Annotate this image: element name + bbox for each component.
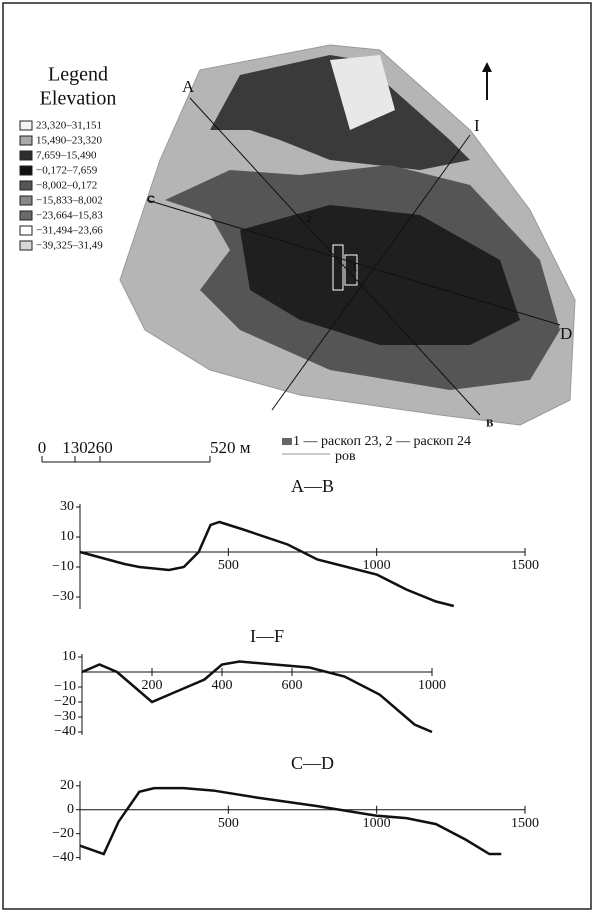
x-tick-label: 400	[212, 678, 233, 693]
legend-swatch	[20, 181, 32, 190]
scale-label: 260	[87, 438, 113, 457]
x-tick-label: 200	[142, 678, 163, 693]
chart-title: I—F	[250, 626, 284, 646]
legend-label: −39,325–31,49	[36, 240, 103, 252]
map-note: 1 — раскоп 23, 2 — раскоп 24	[293, 434, 471, 449]
chart-title: A—B	[291, 476, 334, 496]
y-tick-label: −20	[54, 694, 76, 709]
y-tick-label: −30	[52, 589, 74, 604]
scale-label: 0	[38, 438, 47, 457]
profile-line	[80, 788, 501, 854]
legend-label: −15,833–8,002	[36, 195, 103, 207]
legend-swatch	[20, 136, 32, 145]
map-label: I	[474, 116, 480, 135]
note-swatch	[282, 438, 292, 445]
legend: 23,320–31,151 15,490–23,320 7,659–15,490 −0…	[20, 120, 103, 252]
legend-label: 15,490–23,320	[36, 135, 103, 147]
map-label: A	[182, 77, 195, 96]
y-tick-label: 0	[67, 802, 74, 817]
map-label: C	[147, 194, 155, 206]
y-tick-label: −40	[52, 850, 74, 865]
legend-swatch	[20, 226, 32, 235]
scale-label: 520 м	[210, 438, 251, 457]
legend-swatch	[20, 211, 32, 220]
profile-line	[80, 522, 454, 606]
page: A I C D F B 1 2 Legend Elevation 23,320–…	[0, 0, 594, 912]
legend-title: Legend	[48, 64, 108, 86]
map-label: D	[560, 324, 572, 343]
legend-label: −31,494–23,66	[36, 225, 103, 237]
x-tick-label: 600	[282, 678, 303, 693]
y-tick-label: −30	[54, 709, 76, 724]
y-tick-label: 10	[62, 649, 76, 664]
x-tick-label: 1000	[418, 678, 446, 693]
legend-swatch	[20, 241, 32, 250]
x-tick-label: 1000	[363, 816, 391, 831]
map-label: B	[486, 418, 494, 430]
legend-label: −8,002–0,172	[36, 180, 97, 192]
y-tick-label: −10	[54, 679, 76, 694]
y-tick-label: −10	[52, 559, 74, 574]
legend-label: −23,664–15,83	[36, 210, 103, 222]
legend-swatch	[20, 166, 32, 175]
legend-swatch	[20, 196, 32, 205]
x-tick-label: 500	[218, 558, 239, 573]
scale-label: 130	[62, 438, 88, 457]
legend-subtitle: Elevation	[40, 88, 117, 110]
chart-title: C—D	[291, 753, 334, 773]
legend-swatch	[20, 151, 32, 160]
x-tick-label: 1500	[511, 816, 539, 831]
legend-label: 7,659–15,490	[36, 150, 97, 162]
y-tick-label: 10	[60, 529, 74, 544]
y-tick-label: 20	[60, 778, 74, 793]
legend-swatch	[20, 121, 32, 130]
map-note: ров	[335, 449, 356, 464]
x-tick-label: 1500	[511, 558, 539, 573]
map: A I C D F B 1 2 Legend Elevation 23,320–…	[20, 45, 575, 464]
y-tick-label: −20	[52, 826, 74, 841]
legend-label: −0,172–7,659	[36, 165, 98, 177]
y-tick-label: 30	[60, 499, 74, 514]
y-tick-label: −40	[54, 724, 76, 739]
north-arrow	[482, 62, 492, 72]
x-tick-label: 500	[218, 816, 239, 831]
legend-label: 23,320–31,151	[36, 120, 102, 132]
map-label: F	[277, 404, 284, 416]
figure: A I C D F B 1 2 Legend Elevation 23,320–…	[0, 0, 594, 912]
map-label: 1	[352, 262, 358, 274]
map-label: 2	[306, 214, 312, 226]
